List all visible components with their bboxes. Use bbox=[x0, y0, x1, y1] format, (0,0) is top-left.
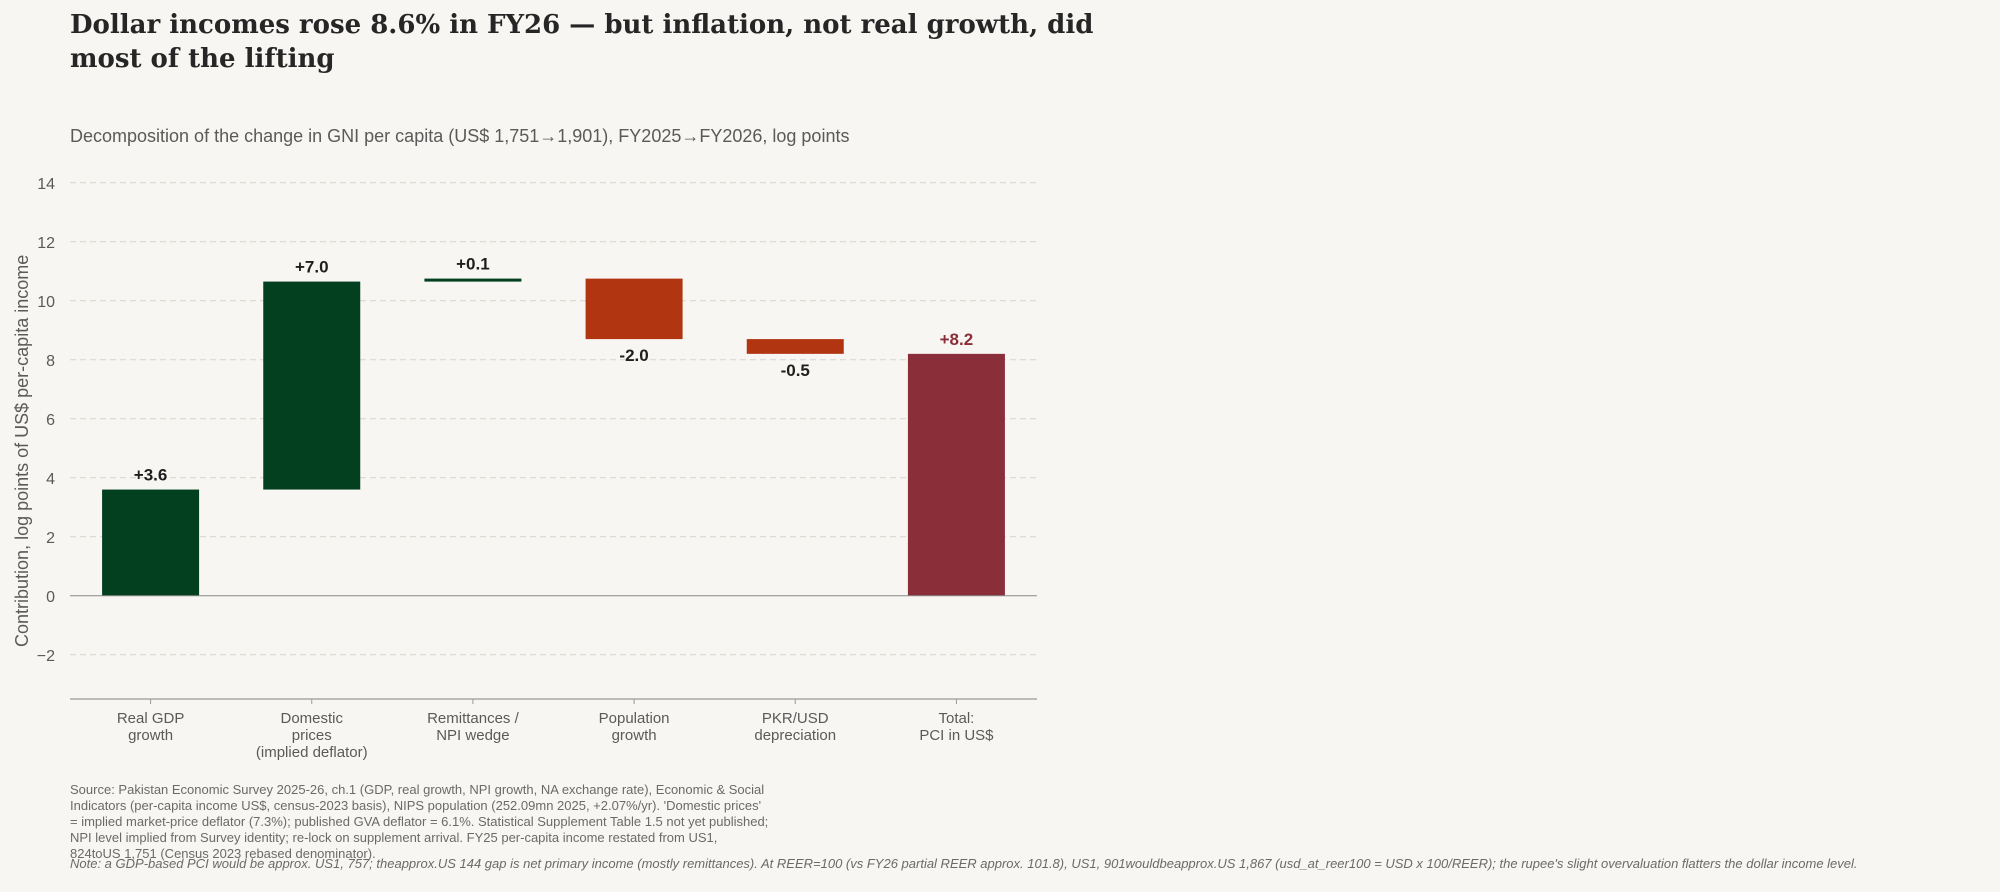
waterfall-chart: +3.6 +7.0 +0.1 -2.0 -0.5 +8.2 −2 0 2 4 6 8 10 12 14 Co… bbox=[12, 176, 1037, 761]
chart-subtitle: Decomposition of the change in GNI per c… bbox=[70, 126, 850, 146]
value-label: -2.0 bbox=[619, 346, 648, 365]
bar-1 bbox=[102, 489, 200, 596]
y-tick-label: 4 bbox=[46, 471, 55, 488]
bar-5 bbox=[746, 339, 844, 354]
bar-3 bbox=[424, 278, 522, 282]
x-tick-label: Total: bbox=[938, 710, 974, 727]
x-tick-label: Remittances / bbox=[427, 710, 520, 727]
x-tick-label: depreciation bbox=[754, 727, 836, 744]
x-tick-label: Population bbox=[599, 710, 670, 727]
x-tick-label: Real GDP bbox=[117, 710, 185, 727]
x-tick-label: PCI in US$ bbox=[919, 727, 994, 744]
y-tick-label: 2 bbox=[46, 530, 55, 547]
y-tick-label: 10 bbox=[37, 294, 55, 311]
value-label: -0.5 bbox=[781, 361, 810, 380]
value-label: +8.2 bbox=[940, 330, 974, 349]
y-tick-label: 14 bbox=[37, 176, 55, 193]
chart-title: Dollar incomes rose 8.6% in FY26 — but i… bbox=[70, 10, 1094, 74]
x-tick-label: growth bbox=[128, 727, 173, 744]
y-tick-label: 0 bbox=[46, 589, 55, 606]
value-label: +3.6 bbox=[134, 466, 168, 485]
x-tick-label: PKR/USD bbox=[762, 710, 829, 727]
bar-6 bbox=[907, 353, 1005, 596]
y-axis-title: Contribution, log points of US$ per-capi… bbox=[12, 255, 32, 647]
bar-4 bbox=[585, 278, 683, 340]
x-tick-label: NPI wedge bbox=[436, 727, 509, 744]
x-tick-label: (implied deflator) bbox=[256, 744, 368, 761]
x-tick-label: growth bbox=[612, 727, 657, 744]
value-label: +0.1 bbox=[456, 255, 490, 274]
y-tick-label: 8 bbox=[46, 353, 55, 370]
x-tick-label: prices bbox=[292, 727, 332, 744]
value-label: +7.0 bbox=[295, 258, 329, 277]
y-tick-label: 6 bbox=[46, 412, 55, 429]
y-tick-label: −2 bbox=[37, 648, 55, 665]
x-tick-label: Domestic bbox=[280, 710, 343, 727]
source-note: Source: Pakistan Economic Survey 2025-26… bbox=[70, 782, 769, 861]
y-tick-label: 12 bbox=[37, 235, 55, 252]
bar-2 bbox=[263, 281, 361, 490]
footnote: Note: a GDP-based PCI would be approx. U… bbox=[70, 856, 1858, 871]
